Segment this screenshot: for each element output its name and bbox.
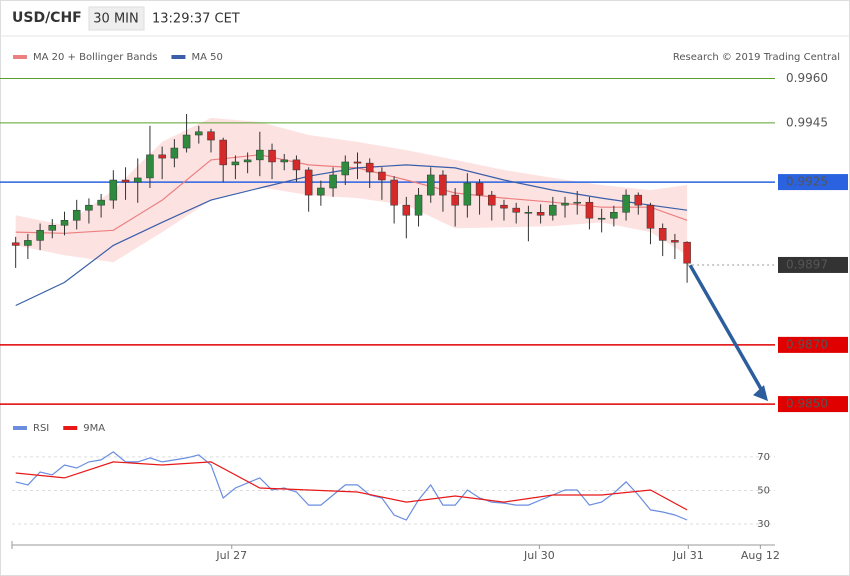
candle-body <box>109 179 118 201</box>
time: 13:29:37 CET <box>152 12 240 27</box>
projection-arrow <box>688 264 766 395</box>
x-tick-label: Aug 12 <box>741 549 780 562</box>
candle-body <box>36 230 44 241</box>
candle-body <box>500 204 508 209</box>
candle-body <box>170 147 179 159</box>
y-tick-label: 50 <box>757 485 770 496</box>
timeframe-box <box>88 6 145 31</box>
candle-body <box>48 225 57 231</box>
candle-body <box>317 187 325 196</box>
candle-body <box>475 182 484 196</box>
bollinger-band <box>15 117 688 263</box>
candle-body <box>231 161 240 166</box>
y-tick-label: 70 <box>757 452 770 463</box>
candle-body <box>634 194 643 206</box>
candle-body <box>219 139 227 166</box>
candle-body <box>683 241 691 264</box>
candle-body <box>402 204 411 216</box>
candle-body <box>390 179 398 206</box>
candle-body <box>549 204 557 216</box>
candle-body <box>292 159 301 171</box>
legend-label: MA 20 + Bollinger Bands <box>33 52 157 63</box>
candle-body <box>268 149 276 163</box>
series-line <box>15 461 688 511</box>
candle-body <box>463 182 472 206</box>
level-label: 0.9897 <box>786 257 828 271</box>
level-label: 0.9870 <box>786 337 828 351</box>
legend-label: 9MA <box>83 423 105 434</box>
candle-body <box>256 149 264 161</box>
timeframe: 30 MIN <box>93 12 138 27</box>
candle-body <box>11 242 20 246</box>
candle-body <box>512 207 520 213</box>
x-tick-label: Jul 31 <box>672 549 704 562</box>
x-tick-label: Jul 30 <box>523 549 555 562</box>
series-line <box>15 451 688 521</box>
candle-body <box>24 240 32 246</box>
candle-body <box>60 220 69 226</box>
level-label-box <box>778 396 848 413</box>
candle-body <box>353 161 362 164</box>
level-label: 0.9850 <box>786 397 828 411</box>
candle-body <box>561 202 569 206</box>
candle-body <box>97 199 105 206</box>
level-label: 0.9960 <box>786 71 828 85</box>
candle-body <box>671 240 679 243</box>
legend-label: RSI <box>33 423 49 434</box>
candle-body <box>488 194 496 206</box>
candle-body <box>658 228 667 241</box>
candle-body <box>378 171 386 181</box>
candle-body <box>243 159 252 163</box>
arrow-head <box>753 385 768 402</box>
candle-body <box>72 209 81 221</box>
level-label: 0.9945 <box>786 115 828 129</box>
candle-body <box>133 177 142 183</box>
candle-body <box>622 194 630 213</box>
candle-body <box>182 134 191 149</box>
x-tick-label: Jul 27 <box>215 549 247 562</box>
candle-body <box>524 212 533 214</box>
candle-body <box>146 154 154 179</box>
level-label: 0.9925 <box>786 175 828 189</box>
candle-body <box>597 217 606 220</box>
credit: Research © 2019 Trading Central <box>673 52 840 63</box>
candle-body <box>85 204 93 211</box>
candle-body <box>610 212 618 219</box>
candle-body <box>280 159 288 163</box>
candle-body <box>304 169 313 196</box>
candle-body <box>329 174 337 189</box>
candle-body <box>451 194 459 206</box>
candle-body <box>195 131 203 136</box>
candle-body <box>365 162 374 173</box>
candle-body <box>536 212 545 216</box>
level-label-box <box>778 174 848 191</box>
candle-body <box>121 179 130 183</box>
level-label-box <box>778 336 848 353</box>
candle-body <box>585 201 594 219</box>
legend-label: MA 50 <box>191 52 222 63</box>
candle-body <box>573 201 581 204</box>
candle-body <box>414 194 423 216</box>
candle-body <box>341 161 350 176</box>
candle-body <box>646 204 655 229</box>
candle-body <box>439 174 447 196</box>
candle-body <box>426 174 435 196</box>
y-tick-label: 30 <box>757 519 770 530</box>
level-label-box <box>778 256 848 273</box>
candle-body <box>207 131 215 141</box>
candle-body <box>158 154 166 159</box>
symbol: USD/CHF <box>12 10 82 26</box>
